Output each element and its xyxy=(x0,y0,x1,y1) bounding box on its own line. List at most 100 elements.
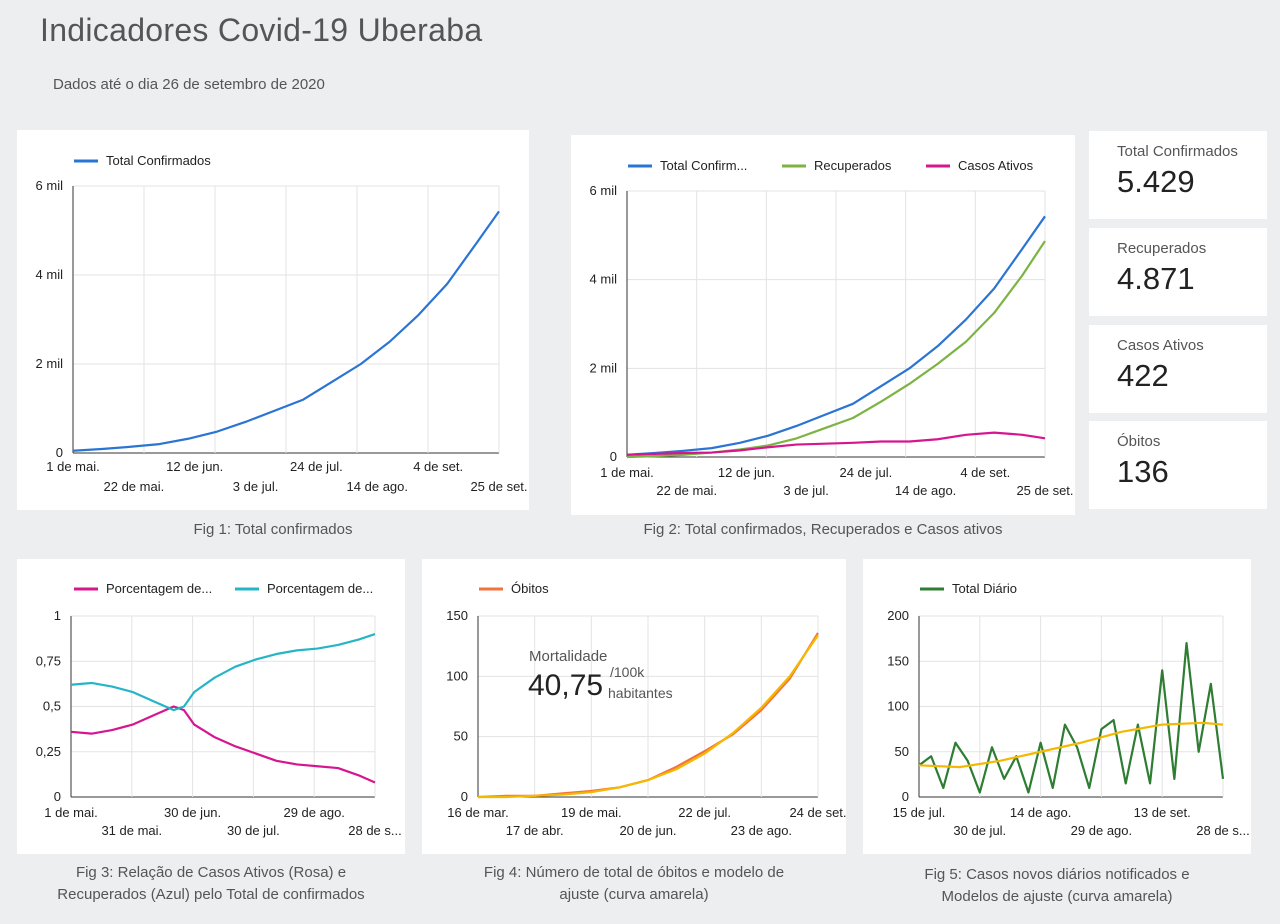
mortality-label: Mortalidade xyxy=(529,648,608,665)
kpi-card-recuperados: Recuperados 4.871 xyxy=(1089,228,1267,316)
series-line-blue xyxy=(626,215,1046,456)
series-line-blue xyxy=(72,210,500,452)
series-line-darkgreen xyxy=(918,642,1225,794)
x-tick-label: 29 de ago. xyxy=(1071,823,1132,838)
y-tick-label: 4 mil xyxy=(590,272,618,287)
x-tick-label: 25 de set. xyxy=(470,479,527,494)
y-tick-label: 100 xyxy=(887,699,909,714)
y-tick-label: 150 xyxy=(446,608,468,623)
mortality-value: 40,75 xyxy=(528,669,604,702)
kpi-label: Total Confirmados xyxy=(1117,143,1238,160)
x-tick-label: 13 de set. xyxy=(1134,805,1191,820)
y-tick-label: 150 xyxy=(887,653,909,668)
x-tick-label: 14 de ago. xyxy=(347,479,408,494)
caption-fig4-line1: Fig 4: Número de total de óbitos e model… xyxy=(483,864,785,881)
series-line-pink xyxy=(70,705,376,784)
kpi-card-casos-ativos: Casos Ativos 422 xyxy=(1089,325,1267,413)
x-tick-label: 4 de set. xyxy=(413,459,463,474)
chart-panel-fig4: 0 50 100 150 16 de mar. 19 de mai. 22 de jul. 2… xyxy=(422,559,847,854)
chart-panel-fig1: 0 2 mil 4 mil 6 mil 1 de mai. 12 de jun. 24 de… xyxy=(17,130,529,510)
x-tick-label: 17 de abr. xyxy=(506,823,564,838)
x-tick-label: 1 de mai. xyxy=(44,805,97,820)
caption-fig5-line2: Modelos de ajuste (curva amarela) xyxy=(941,888,1173,905)
x-tick-label: 3 de jul. xyxy=(783,483,829,498)
y-tick-label: 0,5 xyxy=(43,699,61,714)
caption-fig2: Fig 2: Total confirmados, Recuperados e … xyxy=(643,521,1003,538)
fig1-chart: 0 2 mil 4 mil 6 mil 1 de mai. 12 de jun. 24 de… xyxy=(36,153,528,494)
series-line-yellow xyxy=(918,721,1224,769)
chart-panel-fig2: 0 2 mil 4 mil 6 mil 1 de mai. 12 de jun. 24 de… xyxy=(571,135,1075,515)
y-tick-label: 1 xyxy=(54,608,61,623)
mortality-unit-line1: /100k xyxy=(610,664,645,680)
x-tick-label: 12 de jun. xyxy=(166,459,223,474)
x-tick-label: 29 de ago. xyxy=(283,805,344,820)
y-tick-label: 2 mil xyxy=(36,356,64,371)
kpi-value: 136 xyxy=(1117,454,1169,489)
fig3-chart: 0 0,25 0,5 0,75 1 1 de mai. 30 de jun. 29 de ag… xyxy=(36,581,402,838)
kpi-card-obitos: Óbitos 136 xyxy=(1089,421,1267,509)
fig2-chart: 0 2 mil 4 mil 6 mil 1 de mai. 12 de jun. 24 de… xyxy=(590,158,1074,498)
x-tick-label: 4 de set. xyxy=(960,465,1010,480)
x-tick-label: 28 de s... xyxy=(348,823,401,838)
caption-fig5: Fig 5: Casos novos diários notificados e… xyxy=(863,864,1251,908)
x-tick-label: 24 de jul. xyxy=(839,465,892,480)
x-tick-label: 19 de mai. xyxy=(561,805,622,820)
legend-label: Total Confirm... xyxy=(660,158,747,173)
y-tick-label: 200 xyxy=(887,608,909,623)
x-tick-label: 24 de set. xyxy=(789,805,846,820)
x-tick-label: 30 de jun. xyxy=(164,805,221,820)
caption-fig4: Fig 4: Número de total de óbitos e model… xyxy=(422,862,846,906)
caption-fig5-line1: Fig 5: Casos novos diários notificados e xyxy=(924,866,1190,883)
y-tick-label: 100 xyxy=(446,668,468,683)
x-tick-label: 15 de jul. xyxy=(893,805,946,820)
kpi-label: Óbitos xyxy=(1117,433,1161,450)
kpi-label: Recuperados xyxy=(1117,240,1207,257)
y-tick-label: 6 mil xyxy=(36,178,64,193)
y-tick-label: 6 mil xyxy=(590,183,618,198)
legend-label: Total Diário xyxy=(952,581,1017,596)
x-tick-label: 31 de mai. xyxy=(101,823,162,838)
mortality-unit-line2: habitantes xyxy=(608,685,673,701)
x-tick-label: 24 de jul. xyxy=(290,459,343,474)
legend-label: Casos Ativos xyxy=(958,158,1034,173)
x-tick-label: 16 de mar. xyxy=(447,805,508,820)
series-line-yellow xyxy=(478,634,819,799)
caption-fig3-line2: Recuperados (Azul) pelo Total de confirm… xyxy=(57,886,365,903)
y-tick-label: 0 xyxy=(54,789,61,804)
x-tick-label: 12 de jun. xyxy=(718,465,775,480)
y-tick-label: 0 xyxy=(461,789,468,804)
x-tick-label: 14 de ago. xyxy=(1010,805,1071,820)
kpi-value: 4.871 xyxy=(1117,261,1195,296)
caption-fig3-line1: Fig 3: Relação de Casos Ativos (Rosa) e xyxy=(75,864,347,881)
series-line-cyan xyxy=(70,633,376,712)
y-tick-label: 2 mil xyxy=(590,360,618,375)
x-tick-label: 25 de set. xyxy=(1016,483,1073,498)
y-tick-label: 0 xyxy=(56,445,63,460)
x-tick-label: 30 de jul. xyxy=(953,823,1006,838)
x-tick-label: 14 de ago. xyxy=(895,483,956,498)
x-tick-label: 22 de mai. xyxy=(104,479,165,494)
x-tick-label: 30 de jul. xyxy=(227,823,280,838)
caption-fig3: Fig 3: Relação de Casos Ativos (Rosa) e … xyxy=(17,862,405,906)
caption-fig1: Fig 1: Total confirmados xyxy=(193,521,353,538)
page-title: Indicadores Covid-19 Uberaba xyxy=(40,12,483,48)
caption-fig4-line2: ajuste (curva amarela) xyxy=(559,886,709,903)
legend-label: Porcentagem de... xyxy=(267,581,373,596)
page-subtitle: Dados até o dia 26 de setembro de 2020 xyxy=(53,76,325,93)
kpi-value: 422 xyxy=(1117,358,1169,393)
x-tick-label: 22 de mai. xyxy=(656,483,717,498)
kpi-value: 5.429 xyxy=(1117,164,1195,199)
y-tick-label: 50 xyxy=(895,744,909,759)
y-tick-label: 0 xyxy=(902,789,909,804)
y-tick-label: 0,75 xyxy=(36,653,61,668)
legend-label: Total Confirmados xyxy=(106,153,211,168)
y-tick-label: 0 xyxy=(610,449,617,464)
kpi-label: Casos Ativos xyxy=(1117,337,1204,354)
y-tick-label: 0,25 xyxy=(36,744,61,759)
x-tick-label: 1 de mai. xyxy=(46,459,99,474)
x-tick-label: 23 de ago. xyxy=(731,823,792,838)
legend-label: Porcentagem de... xyxy=(106,581,212,596)
x-tick-label: 22 de jul. xyxy=(678,805,731,820)
legend-label: Óbitos xyxy=(511,581,549,596)
